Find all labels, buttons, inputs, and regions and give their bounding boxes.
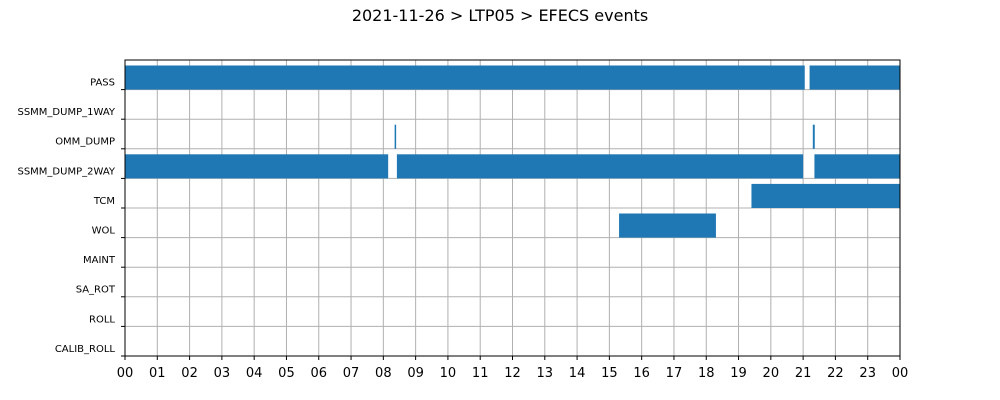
x-tick-label: 00 — [117, 366, 134, 381]
y-tick-label: SA_ROT — [76, 285, 116, 296]
event-bar — [809, 65, 900, 90]
x-tick-label: 10 — [440, 366, 457, 381]
x-tick-label: 22 — [827, 366, 844, 381]
event-bar — [125, 65, 805, 90]
event-bar — [751, 183, 900, 208]
x-tick-label: 20 — [763, 366, 780, 381]
x-tick-label: 08 — [375, 366, 392, 381]
y-tick-label: MAINT — [83, 255, 116, 266]
x-tick-label: 03 — [214, 366, 231, 381]
x-tick-label: 16 — [633, 366, 650, 381]
x-tick-label: 11 — [472, 366, 489, 381]
y-tick-label: PASS — [90, 77, 115, 88]
x-tick-label: 04 — [246, 366, 263, 381]
x-tick-label: 14 — [569, 366, 586, 381]
x-axis: 00 01 02 03 04 05 06 07 08 09 10 11 12 13 14 15 16 17 18 19… — [117, 356, 909, 381]
x-tick-label: 09 — [407, 366, 424, 381]
x-tick-label: 18 — [698, 366, 715, 381]
x-tick-label: 19 — [730, 366, 747, 381]
y-tick-label: SSMM_DUMP_1WAY — [17, 107, 115, 118]
chart-title: 2021-11-26 > LTP05 > EFECS events — [351, 6, 649, 25]
event-bar — [814, 154, 900, 179]
event-bar — [125, 154, 389, 179]
x-tick-label: 15 — [601, 366, 618, 381]
x-tick-label: 21 — [795, 366, 812, 381]
y-tick-label: CALIB_ROLL — [55, 344, 116, 355]
y-tick-label: OMM_DUMP — [55, 137, 115, 148]
x-tick-label: 00 — [892, 366, 909, 381]
y-tick-label: TCM — [93, 196, 115, 207]
bar-layer — [125, 65, 900, 238]
event-bar — [812, 124, 815, 149]
y-tick-label: SSMM_DUMP_2WAY — [17, 166, 115, 177]
x-tick-label: 02 — [181, 366, 198, 381]
x-tick-label: 01 — [149, 366, 166, 381]
x-tick-label: 06 — [310, 366, 327, 381]
x-tick-label: 13 — [537, 366, 554, 381]
y-tick-label: WOL — [92, 225, 116, 236]
x-tick-label: 12 — [504, 366, 521, 381]
event-bar — [396, 154, 804, 179]
y-axis: PASS SSMM_DUMP_1WAY OMM_DUMP SSMM_DUMP_2WAY… — [17, 77, 125, 357]
x-tick-label: 07 — [343, 366, 360, 381]
y-tick-label: ROLL — [89, 314, 115, 325]
x-tick-label: 17 — [666, 366, 683, 381]
event-bar — [394, 124, 397, 149]
event-bar — [619, 213, 716, 238]
x-tick-label: 23 — [859, 366, 876, 381]
x-tick-label: 05 — [278, 366, 295, 381]
